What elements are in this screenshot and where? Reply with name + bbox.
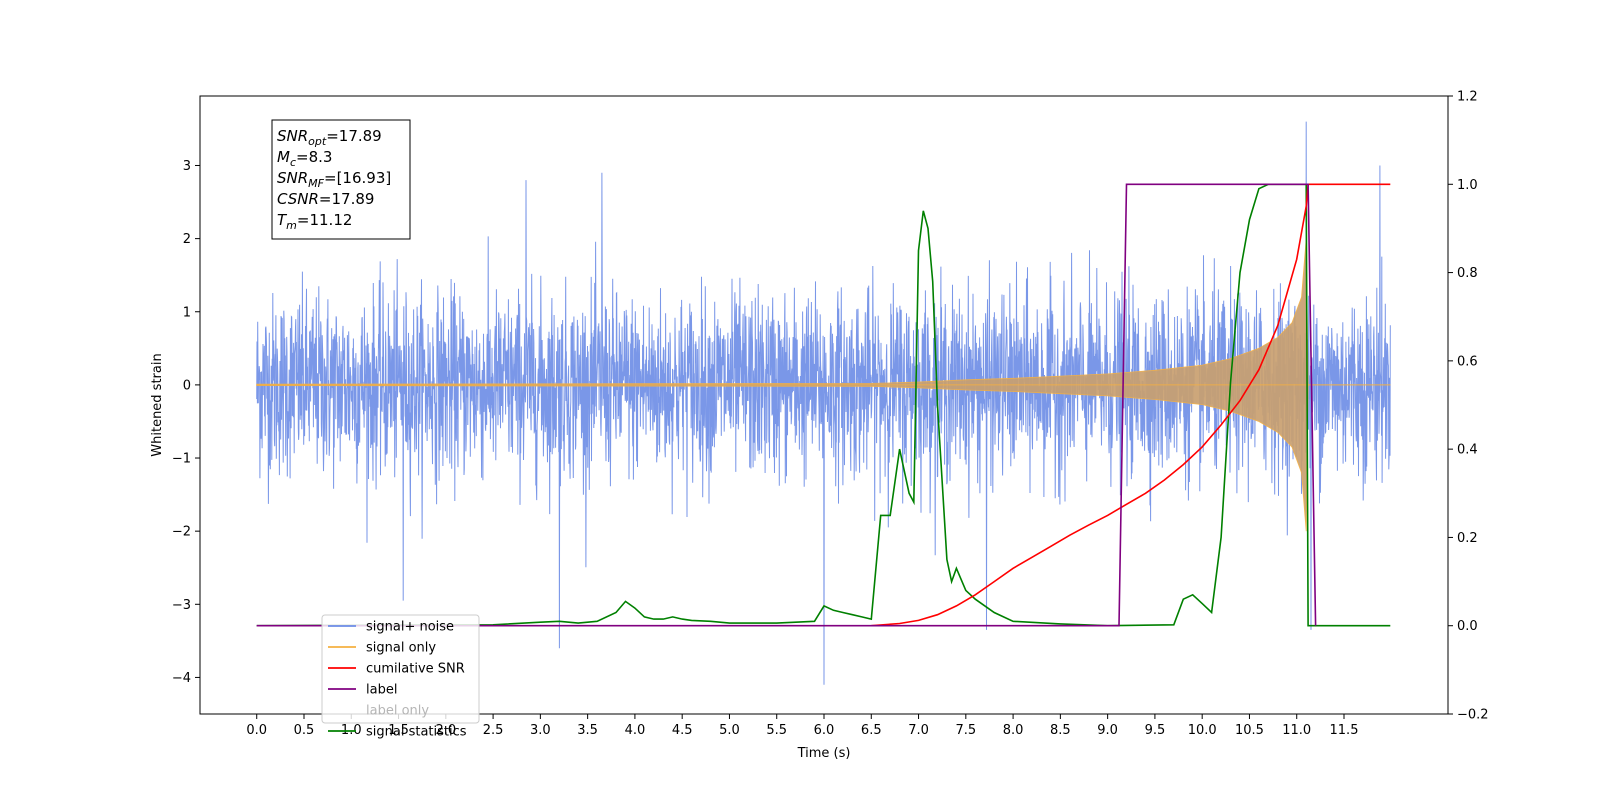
stats-value: =17.89 (319, 190, 375, 208)
stats-line: SNRopt=17.89 (277, 127, 382, 148)
x-tick-label: 5.0 (719, 723, 740, 738)
stats-line: CSNR=17.89 (277, 190, 374, 208)
y-tick-label: −2 (172, 525, 191, 540)
x-tick-label: 0.0 (246, 723, 267, 738)
legend-label: signal statistics (366, 725, 467, 740)
y-tick-label: 1 (183, 305, 191, 320)
x-tick-label: 2.5 (483, 723, 504, 738)
y-axis-label: Whitened strain (150, 353, 165, 456)
x-tick-label: 1.5 (388, 723, 409, 738)
stats-value: =17.89 (326, 127, 382, 145)
x-tick-label: 11.0 (1282, 723, 1311, 738)
legend-label: signal+ noise (366, 620, 454, 635)
stats-symbol: CSNR (277, 190, 319, 208)
x-tick-label: 10.0 (1188, 723, 1217, 738)
legend-label: cumilative SNR (366, 662, 465, 677)
legend-entry-label: label (328, 683, 397, 698)
x-tick-label: 4.5 (672, 723, 693, 738)
x-tick-label: 2.0 (435, 723, 456, 738)
stats-subscript: c (290, 156, 296, 169)
x-tick-label: 6.0 (814, 723, 835, 738)
y2-tick-label: 0.0 (1457, 619, 1478, 634)
series-layer (256, 121, 1391, 685)
x-tick-label: 8.5 (1050, 723, 1071, 738)
stats-subscript: MF (308, 177, 324, 190)
x-tick-label: 5.5 (766, 723, 787, 738)
y-tick-label: −4 (172, 671, 191, 686)
legend-label: signal only (366, 641, 436, 656)
legend-frame (321, 614, 480, 724)
stats-subscript: m (286, 219, 297, 232)
y2-axis-ticks: −0.2 0.0 0.2 0.4 0.6 0.8 1.0 1.2 (1448, 90, 1489, 723)
stats-value: =[16.93] (324, 169, 391, 187)
x-tick-label: 3.0 (530, 723, 551, 738)
stats-symbol: M (277, 148, 290, 166)
stats-symbol: T (277, 211, 288, 229)
x-tick-label: 11.5 (1330, 723, 1359, 738)
stats-value: =11.12 (297, 211, 353, 229)
y-tick-label: 2 (183, 232, 191, 247)
y2-tick-label: 0.4 (1457, 443, 1478, 458)
legend: signal+ noise signal only cumilative SNR la… (321, 614, 480, 740)
stats-box-frame (271, 119, 411, 240)
y2-tick-label: 0.8 (1457, 266, 1478, 281)
stats-line: Tm=11.12 (277, 211, 352, 232)
stats-line: SNRMF=[16.93] (277, 169, 391, 190)
stats-subscript: opt (308, 135, 327, 148)
legend-entry-signal-only: signal only (328, 641, 436, 656)
series-label-line (256, 183, 1317, 627)
y2-tick-label: 0.6 (1457, 354, 1478, 369)
series-signal-statistics-line (256, 183, 1391, 627)
series-signal-noise-line (256, 121, 1391, 685)
x-tick-label: 6.5 (861, 723, 882, 738)
legend-entry-signal-statistics: signal statistics (328, 725, 467, 740)
x-tick-label: 4.0 (625, 723, 646, 738)
x-tick-label: 0.5 (294, 723, 315, 738)
x-tick-label: 10.5 (1235, 723, 1264, 738)
stats-symbol: SNR (277, 169, 308, 187)
y2-tick-label: −0.2 (1457, 708, 1489, 723)
x-tick-label: 7.5 (955, 723, 976, 738)
x-tick-label: 9.5 (1145, 723, 1166, 738)
y2-tick-label: 1.0 (1457, 178, 1478, 193)
y2-tick-label: 1.2 (1457, 90, 1478, 105)
x-tick-label: 7.0 (908, 723, 929, 738)
y-tick-label: 0 (183, 378, 191, 393)
x-tick-label: 8.0 (1003, 723, 1024, 738)
x-tick-label: 3.5 (577, 723, 598, 738)
y2-tick-label: 0.2 (1457, 531, 1478, 546)
legend-entry-cumulative-snr: cumilative SNR (328, 662, 465, 677)
stats-annotation-box: SNRopt=17.89Mc=8.3SNRMF=[16.93]CSNR=17.8… (271, 119, 411, 240)
legend-entry-label-only: label only (366, 704, 429, 719)
stats-symbol: SNR (277, 127, 308, 145)
y-tick-label: −3 (172, 598, 191, 613)
series-cumulative-snr-line (871, 183, 1391, 627)
stats-value: =8.3 (296, 148, 332, 166)
y-tick-label: 3 (183, 159, 191, 174)
y-axis-ticks: −4 −3 −2 −1 0 1 2 3 (172, 159, 200, 686)
x-axis-label: Time (s) (797, 746, 851, 761)
legend-entry-signal-noise: signal+ noise (328, 620, 454, 635)
x-tick-label: 9.0 (1097, 723, 1118, 738)
legend-label: label (366, 683, 397, 698)
stats-line: Mc=8.3 (277, 148, 332, 169)
y-tick-label: −1 (172, 452, 191, 467)
legend-label: label only (366, 704, 429, 719)
x-axis-ticks: 0.0 0.5 1.0 1.5 2.0 2.5 3.0 3.5 4.0 4.5 5.0 5.5 6.0 6… (246, 714, 1358, 738)
